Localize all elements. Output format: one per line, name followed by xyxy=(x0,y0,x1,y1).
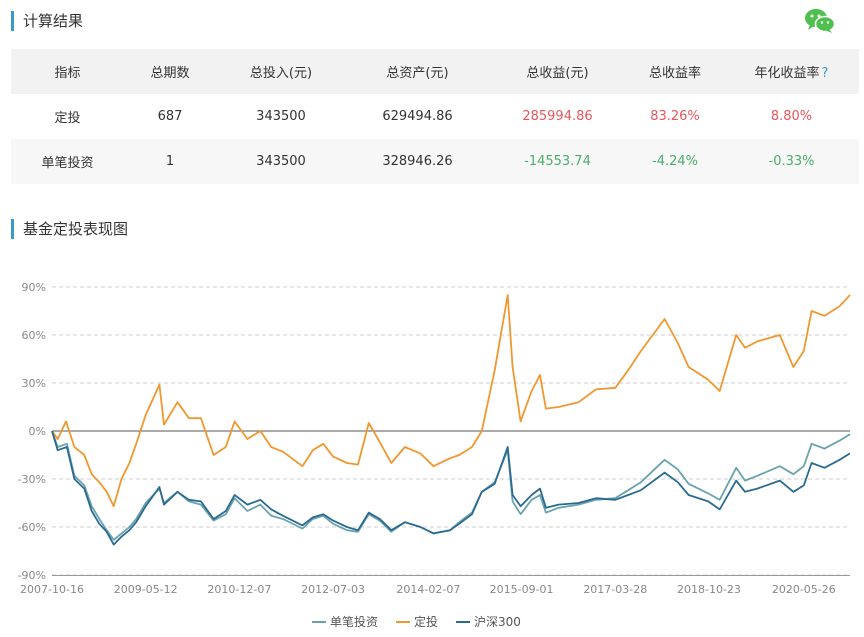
row-annual-return: -0.33% xyxy=(724,139,859,184)
y-tick-label: 0% xyxy=(29,425,46,438)
row-assets: 328946.26 xyxy=(346,139,489,184)
header-indicator: 指标 xyxy=(11,49,124,94)
row-profit: 285994.86 xyxy=(522,109,593,124)
header-return: 总收益率 xyxy=(626,49,724,94)
legend-label: 沪深300 xyxy=(474,615,521,629)
series-line xyxy=(51,430,851,541)
header-annual-label: 年化收益率 xyxy=(754,66,820,81)
legend-label: 单笔投资 xyxy=(330,614,378,629)
table-row: 单笔投资 1 343500 328946.26 -14553.74 -4.24%… xyxy=(11,139,859,184)
y-tick-label: 90% xyxy=(22,281,46,294)
row-periods: 1 xyxy=(124,139,216,184)
y-tick-label: 60% xyxy=(22,329,46,342)
x-tick-label: 2020-05-26 xyxy=(772,583,836,596)
series-line xyxy=(51,294,851,508)
x-tick-label: 2014-02-07 xyxy=(396,583,460,596)
wechat-icon[interactable] xyxy=(804,7,836,35)
row-return: 83.26% xyxy=(650,109,700,124)
row-label: 定投 xyxy=(54,111,81,126)
row-return: -4.24% xyxy=(626,139,724,184)
results-table: 指标 总期数 总投入(元) 总资产(元) 总收益(元) 总收益率 年化收益率? … xyxy=(11,49,859,184)
header-annual-return: 年化收益率? xyxy=(724,49,859,94)
x-tick-label: 2010-12-07 xyxy=(207,583,271,596)
x-tick-label: 2015-09-01 xyxy=(490,583,554,596)
row-profit: -14553.74 xyxy=(489,139,626,184)
header-assets: 总资产(元) xyxy=(346,49,489,94)
row-invested: 343500 xyxy=(256,109,306,124)
x-tick-label: 2012-07-03 xyxy=(301,583,365,596)
header-periods: 总期数 xyxy=(124,49,216,94)
x-tick-label: 2007-10-16 xyxy=(20,583,84,596)
header-invested: 总投入(元) xyxy=(216,49,346,94)
section-title-chart: 基金定投表现图 xyxy=(11,219,128,239)
x-tick-label: 2018-10-23 xyxy=(677,583,741,596)
table-row: 定投 687 343500 629494.86 285994.86 83.26%… xyxy=(11,94,859,139)
legend-label: 定投 xyxy=(414,614,438,629)
row-periods: 687 xyxy=(157,109,183,124)
header-profit: 总收益(元) xyxy=(489,49,626,94)
performance-chart: 90% 60% 30% 0% -30% -60% -90%2007-10-16 2009-05… xyxy=(18,281,851,629)
y-tick-label: -30% xyxy=(18,473,46,486)
y-tick-label: -60% xyxy=(18,521,46,534)
x-tick-label: 2017-03-28 xyxy=(583,583,647,596)
series-line xyxy=(51,430,851,546)
help-icon[interactable]: ? xyxy=(821,66,829,81)
row-label: 单笔投资 xyxy=(11,139,124,184)
y-tick-label: 30% xyxy=(22,377,46,390)
x-tick-label: 2009-05-12 xyxy=(114,583,178,596)
row-annual-return: 8.80% xyxy=(770,109,813,124)
row-invested: 343500 xyxy=(216,139,346,184)
row-assets: 629494.86 xyxy=(382,109,453,124)
table-header-row: 指标 总期数 总投入(元) 总资产(元) 总收益(元) 总收益率 年化收益率? xyxy=(11,49,859,94)
section-title-results: 计算结果 xyxy=(11,11,83,31)
y-tick-label: -90% xyxy=(18,569,46,582)
